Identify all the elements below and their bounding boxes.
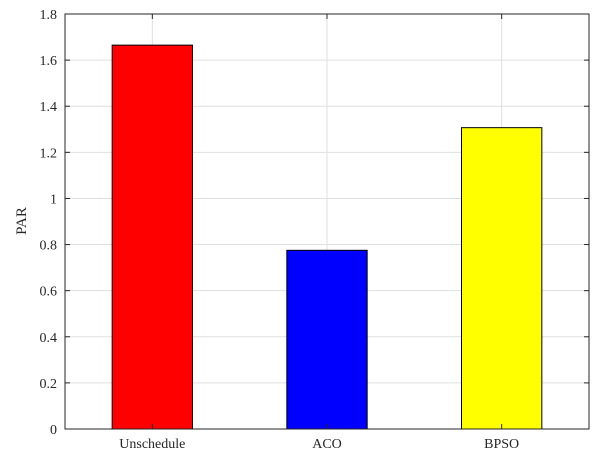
bar-unschedule	[111, 44, 194, 430]
y-tick-label: 1.2	[40, 146, 58, 161]
y-tick-label: 0.6	[40, 285, 58, 300]
y-tick-label: 0.8	[40, 239, 58, 254]
y-tick-label: 0.4	[40, 331, 58, 346]
y-tick-label: 1.6	[40, 54, 58, 69]
y-tick-label: 0.2	[40, 377, 58, 392]
y-tick-label: 0	[50, 423, 57, 438]
y-axis-label: PAR	[14, 207, 30, 235]
bar-bpso	[460, 127, 543, 430]
y-tick-label: 1.8	[40, 8, 58, 23]
x-tick-label: Unschedule	[119, 437, 185, 452]
x-tick-label: BPSO	[484, 437, 519, 452]
y-tick-label: 1.4	[40, 100, 58, 115]
y-tick-label: 1	[50, 192, 57, 207]
bars	[111, 44, 543, 430]
axis-ticks: 0 0.2 0.4 0.6 0.8 1 1.2 1.4 1.6 1.8 Unschedule ACO B…	[40, 8, 589, 452]
bar-aco	[286, 249, 368, 430]
x-tick-label: ACO	[312, 437, 342, 452]
